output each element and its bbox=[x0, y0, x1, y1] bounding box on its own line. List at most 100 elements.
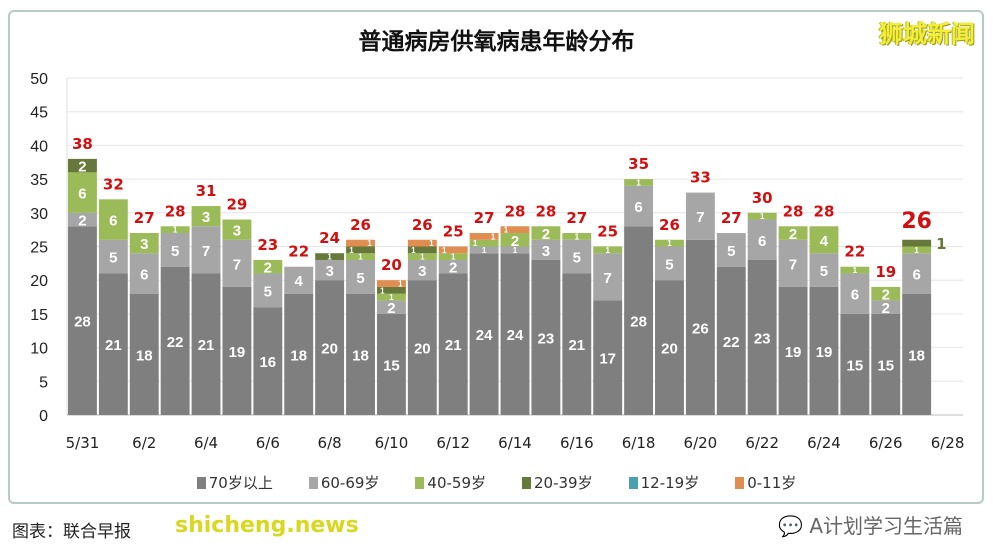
x-tick-label: 6/14 bbox=[498, 434, 532, 452]
bar-segment bbox=[160, 266, 190, 415]
x-tick-label: 6/2 bbox=[132, 434, 156, 452]
bar-segment bbox=[222, 219, 252, 240]
bar-segment bbox=[284, 293, 314, 415]
bar-segment bbox=[562, 239, 592, 274]
bar-segment bbox=[531, 226, 561, 240]
y-tick-label: 5 bbox=[39, 374, 48, 391]
bar-segment bbox=[469, 246, 499, 254]
bar-segment bbox=[747, 212, 777, 220]
bar-segment bbox=[809, 253, 839, 287]
segment-label: 6 bbox=[912, 266, 920, 283]
bar-segment bbox=[438, 253, 468, 260]
segment-label: 7 bbox=[233, 256, 241, 273]
bar-segment bbox=[284, 266, 314, 294]
segment-label: 28 bbox=[630, 314, 647, 331]
bar-segment bbox=[407, 259, 437, 281]
bar-segment bbox=[376, 286, 406, 294]
segment-label: 24 bbox=[476, 327, 493, 344]
total-label: 31 bbox=[196, 182, 217, 200]
bar-segment bbox=[747, 219, 777, 260]
segment-label: 18 bbox=[136, 347, 153, 364]
x-tick-label: 6/16 bbox=[560, 434, 594, 452]
segment-label: 21 bbox=[198, 337, 215, 354]
segment-label: 19 bbox=[816, 344, 833, 361]
segment-label: 3 bbox=[140, 236, 148, 253]
total-label: 22 bbox=[844, 243, 865, 261]
bar-segment bbox=[346, 239, 375, 247]
total-label: 27 bbox=[474, 209, 495, 227]
segment-label: 6 bbox=[758, 233, 766, 250]
y-tick-label: 10 bbox=[30, 341, 48, 358]
bar-segment bbox=[655, 280, 684, 415]
chart-title: 普通病房供氧病患年龄分布 bbox=[358, 29, 635, 55]
total-label: 28 bbox=[165, 202, 186, 220]
segment-label: 21 bbox=[445, 337, 462, 354]
bar-segment bbox=[98, 199, 128, 240]
wechat-account-name: A计划学习生活篇 bbox=[809, 514, 963, 538]
legend-label: 20-39岁 bbox=[534, 474, 593, 492]
segment-label: 5 bbox=[573, 250, 581, 267]
y-tick-label: 30 bbox=[30, 206, 48, 223]
segment-label: 15 bbox=[847, 357, 864, 374]
bar-segment bbox=[902, 253, 932, 294]
bar-segment bbox=[655, 239, 684, 247]
legend-item: 0-11岁 bbox=[735, 472, 796, 493]
segment-label: 2 bbox=[882, 300, 890, 317]
bar-segment bbox=[871, 286, 901, 301]
segment-label: 23 bbox=[754, 330, 771, 347]
segment-label: 2 bbox=[78, 213, 86, 230]
bar-segment bbox=[346, 293, 375, 415]
bar-segment bbox=[68, 212, 97, 227]
bar-segment bbox=[562, 233, 592, 240]
total-label: 32 bbox=[103, 175, 124, 193]
total-label: 28 bbox=[814, 202, 835, 220]
bar-segment bbox=[68, 158, 97, 173]
bar-segment bbox=[129, 253, 159, 294]
bar-segment bbox=[871, 313, 901, 415]
y-tick-label: 25 bbox=[30, 240, 48, 257]
bar-segment bbox=[346, 253, 375, 260]
segment-label: 7 bbox=[789, 256, 797, 273]
total-label: 27 bbox=[134, 209, 155, 227]
segment-label: 22 bbox=[723, 334, 740, 351]
bar-segment bbox=[315, 259, 345, 281]
bar-segment bbox=[902, 293, 932, 415]
total-label: 27 bbox=[721, 209, 742, 227]
bar-segment bbox=[160, 226, 190, 234]
total-label: 26 bbox=[350, 216, 371, 234]
bar-segment bbox=[253, 307, 283, 415]
legend-label: 0-11岁 bbox=[747, 474, 797, 492]
segment-label: 28 bbox=[74, 314, 91, 331]
segment-label: 1 bbox=[473, 239, 478, 248]
segment-label: 1 bbox=[504, 226, 509, 235]
segment-label: 15 bbox=[877, 357, 894, 374]
segment-label: 2 bbox=[78, 159, 86, 176]
bar-segment bbox=[191, 206, 221, 227]
segment-label: 5 bbox=[264, 283, 272, 300]
segment-label: 1 bbox=[411, 246, 416, 255]
segment-label: 3 bbox=[325, 263, 333, 280]
wechat-icon: 💬 bbox=[778, 514, 803, 538]
segment-label: 1 bbox=[482, 246, 487, 255]
x-tick-label: 6/12 bbox=[436, 434, 470, 452]
total-label: 28 bbox=[783, 202, 804, 220]
legend-label: 12-19岁 bbox=[640, 474, 700, 492]
bar-segment bbox=[469, 233, 499, 240]
total-label: 26 bbox=[659, 216, 680, 234]
segment-label: 1 bbox=[853, 266, 858, 275]
segment-label: 1 bbox=[760, 212, 765, 221]
legend: 70岁以上 60-69岁 40-59岁 20-39岁 12-19岁 0-11岁 bbox=[0, 472, 993, 493]
bar-segment bbox=[68, 226, 97, 415]
wechat-account: 💬 A计划学习生活篇 bbox=[778, 510, 963, 539]
segment-label: 1 bbox=[513, 246, 518, 255]
x-tick-label: 6/18 bbox=[622, 434, 656, 452]
segment-label: 17 bbox=[599, 351, 616, 368]
legend-label: 70岁以上 bbox=[208, 474, 273, 492]
bar-segment bbox=[376, 280, 406, 287]
total-label: 22 bbox=[288, 243, 309, 261]
segment-label: 1 bbox=[442, 246, 447, 255]
segment-label: 3 bbox=[233, 223, 241, 240]
total-label: 28 bbox=[505, 202, 526, 220]
bar-segment bbox=[376, 300, 406, 314]
bar-segment bbox=[902, 246, 932, 254]
